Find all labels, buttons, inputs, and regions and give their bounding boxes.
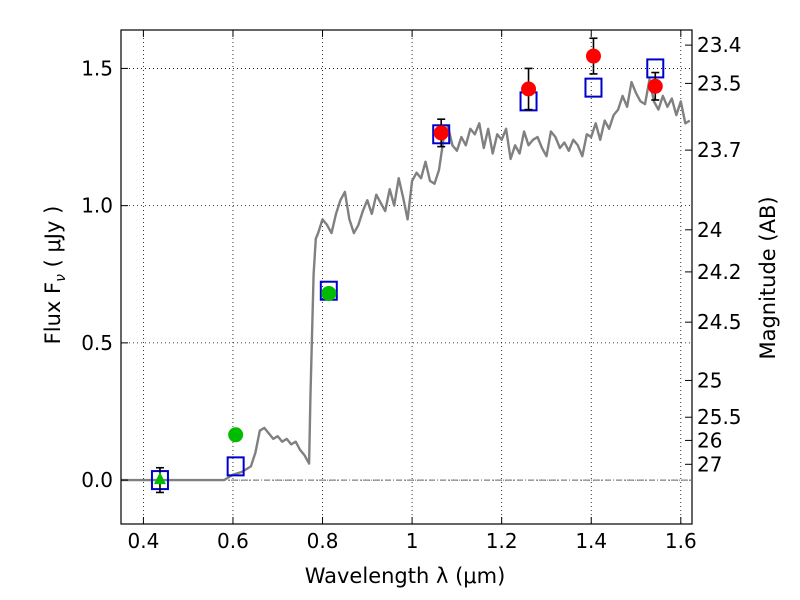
measured-flux-green-point (228, 427, 244, 443)
x-axis-label: Wavelength λ (μm) (305, 564, 506, 588)
model-flux-square (584, 77, 603, 98)
y2-tick-label: 25 (697, 368, 722, 392)
measured-flux-red-point (585, 48, 601, 64)
y2-tick-label: 24.2 (697, 260, 742, 284)
y-tick-label: 0.0 (81, 468, 113, 492)
x-tick-label: 1 (406, 529, 419, 553)
spectrum-line (121, 78, 691, 482)
y-tick-label: 1.0 (81, 194, 113, 218)
y-tick-label: 0.5 (81, 331, 113, 355)
x-tick-label: 1.4 (575, 529, 607, 553)
y-axis-label-unit: ( μJy ) (41, 206, 65, 274)
y-axis-label-sub: ν (53, 274, 69, 282)
upper-limit-triangle (153, 472, 166, 485)
y2-tick-label: 27 (697, 452, 722, 476)
y2-axis-label: Magnitude (AB) (756, 196, 780, 359)
x-tick-label: 0.6 (217, 529, 249, 553)
plot-area (121, 37, 691, 494)
plot-frame (120, 29, 693, 525)
y2-tick-label: 23.5 (697, 71, 742, 95)
measured-flux-green-point (321, 285, 337, 301)
y-tick-label: 1.5 (81, 56, 113, 80)
y2-tick-label: 23.4 (697, 33, 742, 57)
y2-tick-label: 23.7 (697, 138, 742, 162)
grid-lines (121, 30, 692, 524)
y-axis-label: Flux Fν ( μJy ) (41, 206, 69, 345)
x-tick-label: 1.6 (665, 529, 697, 553)
y-axis-label-main: Flux F (41, 282, 65, 344)
x-tick-label: 0.8 (307, 529, 339, 553)
measured-flux-red-point (521, 81, 537, 97)
y2-tick-label: 24.5 (697, 310, 742, 334)
measured-flux-red-point (433, 125, 449, 141)
y2-tick-label: 26 (697, 428, 722, 452)
y2-tick-label: 24 (697, 218, 722, 242)
x-tick-label: 0.4 (127, 529, 159, 553)
measured-flux-red-point (647, 78, 663, 94)
x-tick-label: 1.2 (486, 529, 518, 553)
model-flux-square (226, 456, 245, 477)
axis-ticks: 0.4 0.6 0.8 1 1.2 1.4 1.6 0.0 0.5 1.0 1.5 23.4 23.5 2… (81, 30, 742, 553)
y2-tick-label: 25.5 (697, 405, 742, 429)
